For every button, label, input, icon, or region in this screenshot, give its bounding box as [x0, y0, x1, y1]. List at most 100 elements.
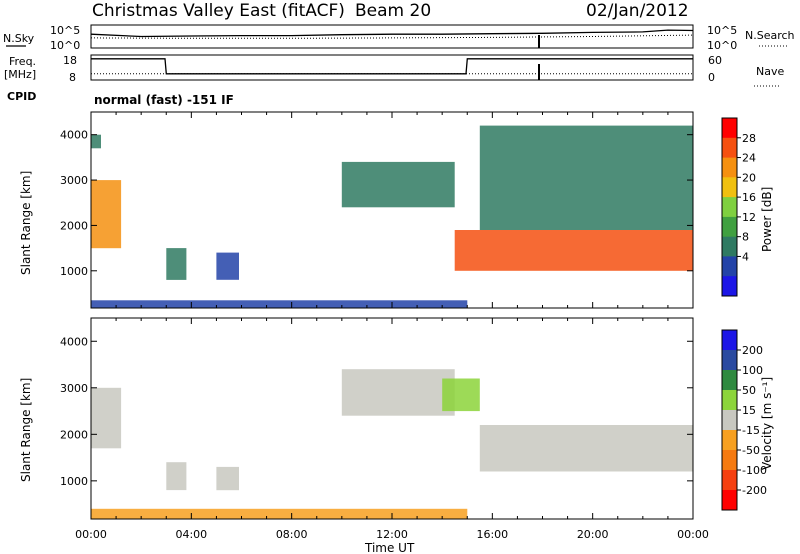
velocity-colorbar-swatch [722, 390, 737, 411]
x-tick-label: 00:00 [677, 528, 709, 541]
velocity-colorbar-swatch [722, 350, 737, 371]
velocity-colorbar-swatch [722, 450, 737, 471]
velocity-y-tick-label: 4000 [60, 335, 88, 348]
velocity-colorbar-label: -15 [742, 424, 760, 437]
power-colorbar-title: Power [dB] [760, 187, 774, 252]
power-y-tick-label: 2000 [60, 219, 88, 232]
x-tick-label: 08:00 [276, 528, 308, 541]
velocity-colorbar-swatch [722, 410, 737, 431]
x-tick-label: 20:00 [577, 528, 609, 541]
velocity-y-tick-label: 3000 [60, 382, 88, 395]
power-region-7 [91, 300, 468, 308]
velocity-region-1 [166, 462, 187, 491]
velocity-colorbar-frame [721, 329, 738, 511]
power-region-1 [91, 134, 101, 149]
noise-tick-left-bottom: 10^0 [50, 39, 80, 52]
velocity-colorbar-label: 15 [742, 404, 756, 417]
freq-line [91, 58, 693, 75]
velocity-colorbar-label: -50 [742, 444, 760, 457]
freq-tick-top: 18 [63, 54, 77, 67]
nave-tick-top: 60 [708, 54, 722, 67]
power-colorbar-label: 8 [742, 231, 749, 244]
nsearch-line [90, 34, 694, 39]
power-colorbar-swatch [722, 177, 737, 198]
velocity-y-ticks: 1000 2000 3000 4000 [60, 335, 693, 488]
station-title: Christmas Valley East (fitACF) [92, 1, 345, 21]
cpid-text: normal (fast) -151 IF [94, 93, 234, 107]
power-colorbar-frame [721, 117, 738, 297]
nsearch-label: N.Search [745, 29, 795, 42]
velocity-region-6 [91, 508, 468, 519]
power-colorbar-label: 16 [742, 191, 756, 204]
power-region-5 [454, 230, 693, 271]
freq-unit: [MHz] [4, 68, 36, 81]
power-region-2 [166, 248, 187, 280]
power-region-6 [479, 125, 693, 230]
velocity-colorbar-label: 100 [742, 364, 763, 377]
velocity-colorbar-title: Velocity [m s⁻¹] [760, 377, 774, 470]
velocity-colorbar-swatch [722, 370, 737, 391]
power-colorbar-swatch [722, 236, 737, 257]
velocity-y-label: Slant Range [km] [19, 378, 33, 482]
power-panel: 1000 2000 3000 4000 Slant Range [km] [19, 111, 694, 309]
freq-frame [90, 54, 694, 81]
velocity-y-tick-label: 2000 [60, 428, 88, 441]
power-y-tick-label: 1000 [60, 265, 88, 278]
velocity-colorbar: 200 100 50 15 -15 -50 -100 -200 [721, 329, 767, 511]
power-colorbar-swatch [722, 216, 737, 238]
power-region-4 [341, 161, 455, 208]
velocity-colorbar-swatch [722, 470, 737, 491]
x-tick-label: 04:00 [175, 528, 207, 541]
noise-tick-right-top: 10^5 [707, 24, 737, 37]
x-tick-label: 00:00 [75, 528, 107, 541]
velocity-region-3 [341, 369, 455, 416]
power-colorbar-swatch [722, 256, 737, 277]
velocity-colorbar-label: -100 [742, 464, 767, 477]
date-label: 02/Jan/2012 [586, 1, 689, 21]
velocity-regions [91, 369, 693, 519]
x-tick-label: 16:00 [476, 528, 508, 541]
velocity-colorbar-label: 200 [742, 344, 763, 357]
velocity-y-tick-label: 1000 [60, 475, 88, 488]
power-colorbar-label: 12 [742, 211, 756, 224]
nave-tick-bottom: 0 [708, 71, 715, 84]
power-regions [91, 125, 693, 308]
noise-tick-right-bottom: 10^0 [707, 39, 737, 52]
velocity-x-ticks [90, 318, 694, 519]
freq-label: Freq. [9, 55, 36, 68]
noise-panel: N.Sky 10^5 10^0 10^5 10^0 N.Search [3, 24, 795, 52]
x-axis-title: Time UT [364, 541, 415, 554]
beam-label: Beam 20 [355, 1, 431, 21]
power-y-tick-label: 3000 [60, 174, 88, 187]
power-colorbar: 28 24 20 16 12 8 4 [721, 117, 756, 297]
power-colorbar-label: 24 [742, 152, 756, 165]
velocity-panel: 1000 2000 3000 4000 Slant Range [km] [19, 317, 694, 520]
power-region-0 [91, 180, 122, 249]
velocity-region-2 [216, 466, 239, 491]
nsky-line [90, 29, 694, 38]
velocity-region-5 [479, 425, 693, 472]
power-colorbar-label: 28 [742, 132, 756, 145]
power-colorbar-swatch [722, 197, 737, 218]
velocity-colorbar-swatch [722, 430, 737, 451]
velocity-colorbar-swatch [722, 330, 737, 351]
velocity-region-0 [91, 387, 122, 449]
power-colorbar-label: 4 [742, 250, 749, 263]
freq-panel: Freq. [MHz] 18 8 60 0 Nave [4, 54, 784, 87]
power-x-ticks [90, 112, 694, 308]
noise-tick-left-top: 10^5 [50, 24, 80, 37]
velocity-region-4 [442, 378, 480, 412]
freq-tick-bottom: 8 [69, 71, 76, 84]
power-colorbar-swatch [722, 276, 737, 297]
nsky-label: N.Sky [3, 32, 35, 45]
power-colorbar-label: 20 [742, 171, 756, 184]
nave-label: Nave [756, 65, 784, 78]
cpid-label: CPID [7, 90, 36, 103]
x-tick-label: 12:00 [376, 528, 408, 541]
velocity-colorbar-label: -200 [742, 484, 767, 497]
power-region-3 [216, 252, 239, 280]
noise-frame [90, 24, 694, 49]
power-colorbar-swatch [722, 137, 737, 159]
power-y-tick-label: 4000 [60, 129, 88, 142]
